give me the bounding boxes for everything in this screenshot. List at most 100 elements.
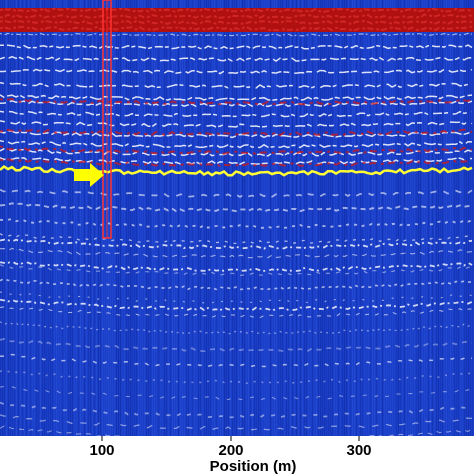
reflector-line: [0, 19, 473, 25]
trace-streak: [120, 0, 121, 436]
reflector-line: [0, 7, 473, 13]
trace-streak: [134, 0, 135, 436]
trace-streak: [376, 0, 377, 436]
trace-streak: [14, 0, 15, 436]
trace-streak: [62, 0, 63, 436]
trace-streak: [176, 0, 177, 436]
trace-streak: [324, 0, 325, 436]
trace-streak: [374, 0, 375, 436]
reflector-line: [0, 260, 473, 272]
trace-streak: [2, 0, 3, 436]
trace-streak: [472, 0, 473, 436]
trace-streak: [190, 0, 191, 436]
trace-streak: [308, 0, 309, 436]
trace-streak: [118, 0, 119, 436]
trace-streak: [340, 0, 341, 436]
trace-streak: [148, 0, 149, 436]
trace-streak: [442, 0, 443, 436]
trace-streak: [306, 0, 307, 436]
trace-streak: [382, 0, 383, 436]
axis-bottom-border: [0, 436, 474, 474]
trace-streak: [300, 0, 301, 436]
trace-streak: [124, 0, 125, 436]
trace-streak: [44, 0, 45, 436]
trace-streak: [444, 0, 445, 436]
trace-streak: [440, 0, 441, 436]
trace-streak: [238, 0, 239, 436]
trace-streak: [86, 0, 87, 436]
trace-streak: [236, 0, 237, 436]
trace-streak: [258, 0, 259, 436]
trace-streak: [452, 0, 453, 436]
trace-streak: [192, 0, 193, 436]
trace-streak: [56, 0, 57, 436]
trace-streak: [34, 0, 35, 436]
trace-streak: [304, 0, 305, 436]
trace-streak: [50, 0, 51, 436]
trace-streak: [310, 0, 311, 436]
trace-streak: [36, 0, 37, 436]
trace-streak: [280, 0, 281, 436]
trace-streak: [194, 0, 195, 436]
trace-streak: [208, 0, 209, 436]
trace-streak: [92, 0, 93, 436]
trace-streak: [242, 0, 243, 436]
trace-streak: [226, 0, 227, 436]
trace-streak: [188, 0, 189, 436]
trace-streak: [142, 0, 143, 436]
trace-streak: [320, 0, 321, 436]
reflector-line: [0, 13, 473, 19]
trace-streak: [172, 0, 173, 436]
trace-streak: [380, 0, 381, 436]
trace-streak: [70, 0, 71, 436]
trace-streak: [260, 0, 261, 436]
trace-streak: [240, 0, 241, 436]
trace-streak: [406, 0, 407, 436]
trace-streak: [250, 0, 251, 436]
trace-streak: [212, 0, 213, 436]
trace-streak: [466, 0, 467, 436]
trace-streak: [424, 0, 425, 436]
trace-streak: [438, 0, 439, 436]
reflector-line: [0, 202, 473, 213]
trace-streak: [228, 0, 229, 436]
trace-streak: [456, 0, 457, 436]
trace-streak: [266, 0, 267, 436]
trace-streak: [150, 0, 151, 436]
trace-streak: [10, 0, 11, 436]
trace-streak: [18, 0, 19, 436]
reflector-line: [0, 145, 473, 155]
trace-streak: [202, 0, 203, 436]
trace-streak: [168, 0, 169, 436]
trace-streak: [88, 0, 89, 436]
x-tick-label: 200: [218, 442, 243, 459]
trace-streak: [222, 0, 223, 436]
trace-streak: [358, 0, 359, 436]
trace-streak: [22, 0, 23, 436]
trace-streak: [130, 0, 131, 436]
trace-streak: [68, 0, 69, 436]
trace-streak: [396, 0, 397, 436]
trace-streak: [352, 0, 353, 436]
trace-streak: [96, 0, 97, 436]
trace-streak: [98, 0, 99, 436]
trace-streak: [394, 0, 395, 436]
trace-streak: [272, 0, 273, 436]
trace-streak: [252, 0, 253, 436]
x-tick-marks: [101, 436, 360, 441]
trace-streak: [146, 0, 147, 436]
trace-streak: [48, 0, 49, 436]
trace-streak: [450, 0, 451, 436]
trace-streak: [418, 0, 419, 436]
trace-streak: [42, 0, 43, 436]
trace-streak: [198, 0, 199, 436]
trace-streak: [356, 0, 357, 436]
reflector-line: [0, 188, 473, 199]
trace-streak: [286, 0, 287, 436]
radargram-texture: [0, 0, 473, 436]
trace-streak: [20, 0, 21, 436]
trace-streak: [206, 0, 207, 436]
trace-streak: [114, 0, 115, 436]
trace-streak: [82, 0, 83, 436]
